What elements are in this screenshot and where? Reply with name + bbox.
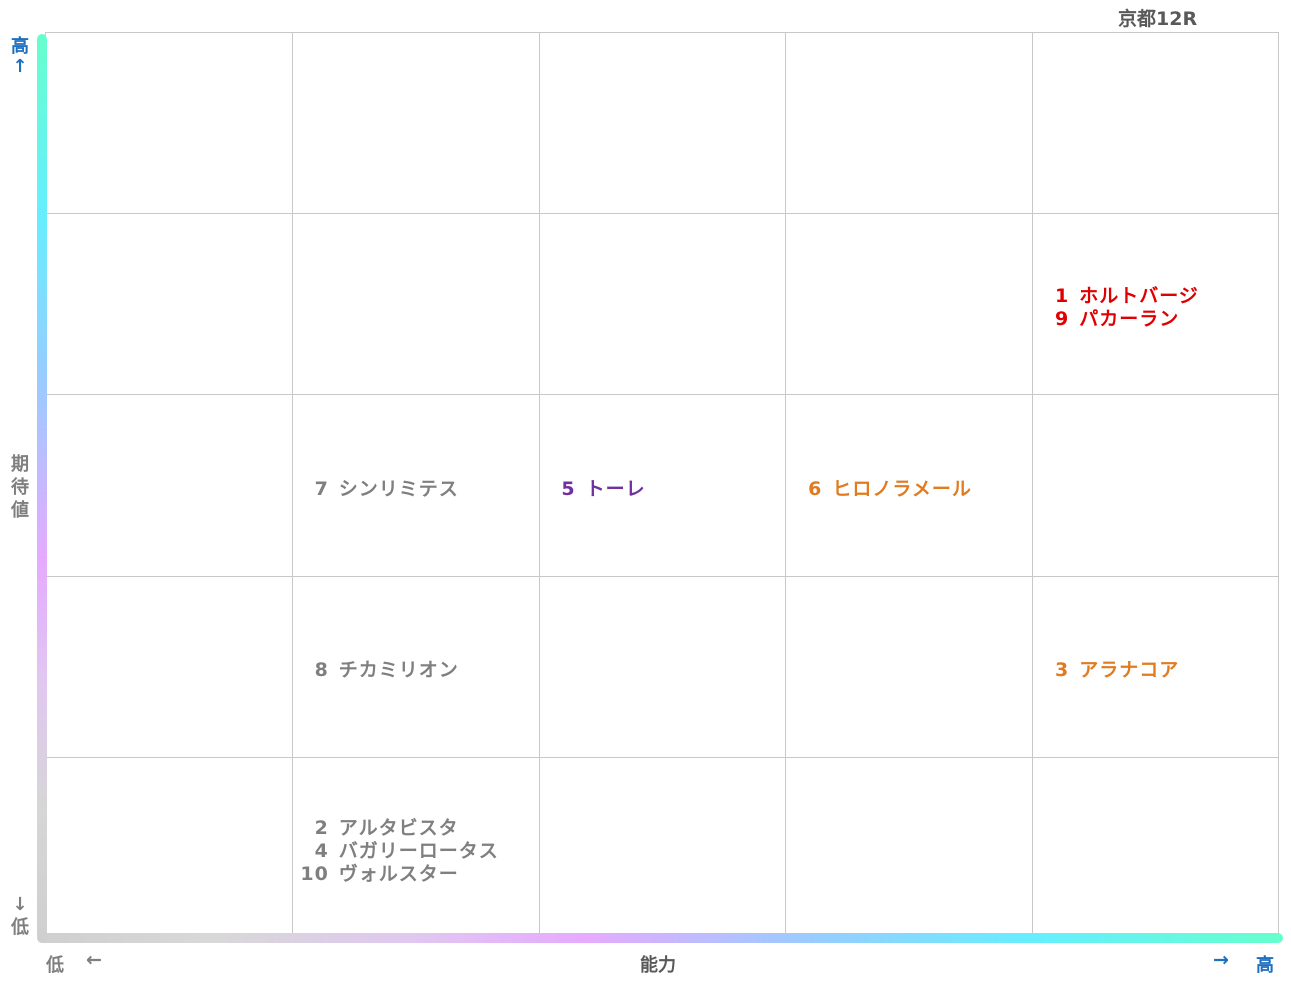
grid-vline [785,32,787,938]
point-number: 7 [314,477,329,500]
grid-hline [45,756,1279,758]
grid-hline [45,394,1279,396]
point-number: 3 [1054,658,1070,681]
point-number: 6 [808,477,823,500]
x-axis-low-label: 低 [46,955,64,976]
chart-title: 京都12R [1118,8,1198,30]
grid-hline [45,32,1279,33]
point-name: ホルトバージ [1079,284,1199,307]
point-label: 5 トーレ [540,474,646,501]
y-axis-low-label: 低 [11,917,29,938]
x-axis-high-label: 高 [1256,955,1274,976]
point-label: 9 パカーラン [1033,304,1179,331]
y-axis-title: 期待値 [9,453,31,522]
grid-vline [1032,32,1034,938]
grid-vline [291,32,293,938]
point-name: バガリーロータス [338,839,499,862]
point-label: 2 アルタビスタ [293,813,459,840]
y-axis-gradient-bar [37,34,47,940]
point-name: アルタビスタ [338,816,459,839]
point-name: パカーラン [1079,307,1180,330]
point-number: 5 [561,477,576,500]
point-label: 3 アラナコア [1033,655,1179,682]
y-axis-down-arrow-icon: ↓ [12,894,28,915]
point-number: 1 [1054,284,1070,307]
grid-hline [45,213,1279,215]
point-label: 1 ホルトバージ [1033,281,1199,308]
y-axis-title-char: 待 [11,477,29,498]
point-label: 4 バガリーロータス [293,836,499,863]
plot-grid [45,32,1279,938]
y-axis-title-char: 期 [11,454,29,475]
x-axis-right-arrow-icon: → [1213,949,1229,971]
point-name: トーレ [585,477,646,500]
grid-vline [1278,32,1279,938]
point-name: チカミリオン [338,658,459,681]
grid-vline [538,32,540,938]
point-label: 10 ヴォルスター [293,859,459,886]
y-axis-high-label: 高 [11,36,29,57]
x-axis-gradient-bar [37,933,1283,943]
point-number: 9 [1054,307,1070,330]
point-label: 7 シンリミテス [293,474,459,501]
y-axis-title-char: 値 [11,500,29,521]
x-axis-left-arrow-icon: ← [86,949,102,971]
point-name: アラナコア [1079,658,1180,681]
point-number: 10 [300,862,329,885]
grid-hline [45,575,1279,577]
x-axis-title: 能力 [640,955,676,976]
point-label: 6 ヒロノラメール [786,474,971,501]
point-name: ヒロノラメール [832,477,972,500]
point-label: 8 チカミリオン [293,655,459,682]
y-axis-up-arrow-icon: ↑ [12,56,28,77]
point-name: シンリミテス [338,477,459,500]
point-number: 2 [314,816,329,839]
point-number: 8 [314,658,329,681]
point-number: 4 [314,839,329,862]
point-name: ヴォルスター [338,862,459,885]
